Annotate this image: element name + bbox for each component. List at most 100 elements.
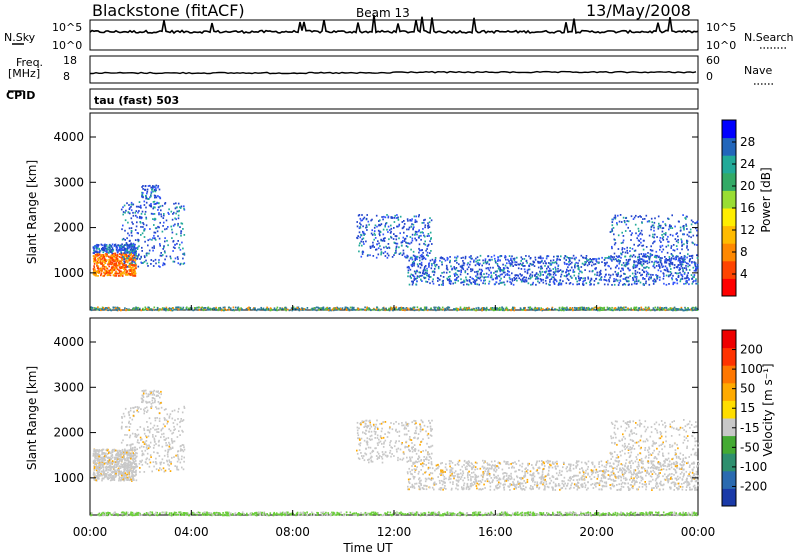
echo-cell — [598, 278, 601, 281]
echo-cell — [659, 248, 661, 251]
echo-cell — [100, 258, 102, 261]
echo-cell — [127, 221, 129, 224]
echo-cell — [658, 309, 661, 312]
echo-cell — [430, 250, 432, 252]
echo-cell — [95, 271, 98, 273]
echo-cell — [480, 268, 483, 271]
echo-cell — [670, 225, 672, 228]
echo-cell — [132, 468, 135, 471]
echo-cell — [620, 221, 623, 223]
echo-cell — [114, 252, 117, 255]
echo-cell — [613, 278, 615, 280]
echo-cell — [515, 277, 518, 279]
echo-cell — [545, 275, 548, 278]
echo-cell — [101, 479, 103, 482]
echo-cell — [502, 307, 505, 310]
echo-cell — [523, 307, 525, 310]
echo-cell — [409, 268, 412, 271]
echo-cell — [696, 257, 699, 259]
echo-cell — [687, 307, 689, 309]
echo-cell — [664, 309, 667, 312]
echo-cell — [497, 307, 500, 310]
echo-cell — [412, 223, 415, 226]
echo-cell — [115, 475, 117, 478]
echo-cell — [647, 255, 650, 258]
echo-cell — [621, 267, 623, 270]
echo-cell — [416, 233, 418, 236]
echo-cell — [579, 277, 581, 280]
echo-cell — [400, 308, 402, 310]
echo-cell — [158, 417, 161, 420]
echo-cell — [121, 477, 123, 480]
echo-cell — [599, 306, 602, 309]
echo-cell — [108, 271, 110, 274]
echo-cell — [640, 308, 643, 311]
echo-cell — [639, 238, 642, 240]
echo-cell — [407, 271, 410, 274]
echo-cell — [695, 269, 697, 272]
echo-cell — [567, 270, 570, 272]
echo-cell — [386, 309, 389, 311]
echo-cell — [634, 249, 637, 252]
echo-cell — [668, 228, 670, 231]
echo-cell — [171, 309, 174, 312]
echo-cell — [152, 185, 154, 187]
echo-cell — [603, 307, 605, 310]
echo-cell — [128, 204, 130, 206]
echo-cell — [445, 267, 448, 270]
echo-cell — [158, 206, 160, 209]
echo-cell — [168, 307, 171, 310]
echo-cell — [418, 249, 421, 252]
echo-cell — [620, 309, 622, 311]
echo-cell — [475, 260, 477, 263]
echo-cell — [406, 228, 408, 231]
echo-cell — [131, 273, 133, 275]
echo-cell — [152, 265, 155, 267]
echo-cell — [121, 253, 124, 256]
echo-cell — [673, 306, 676, 309]
echo-cell — [128, 436, 131, 439]
echo-cell — [313, 307, 315, 310]
echo-cell — [686, 241, 688, 244]
echo-cell — [617, 307, 620, 310]
echo-cell — [132, 308, 135, 311]
echo-cell — [217, 307, 220, 309]
echo-cell — [134, 406, 137, 408]
echo-cell — [119, 273, 122, 275]
echo-cell — [640, 229, 643, 232]
echo-cell — [574, 309, 577, 311]
echo-cell — [563, 261, 566, 264]
echo-cell — [569, 269, 572, 272]
echo-cell — [684, 271, 686, 274]
echo-cell — [167, 211, 169, 214]
echo-cell — [559, 279, 562, 281]
echo-cell — [629, 269, 631, 271]
echo-cell — [381, 216, 383, 218]
echo-cell — [382, 233, 385, 236]
echo-cell — [505, 308, 508, 311]
echo-cell — [101, 460, 104, 462]
echo-cell — [377, 247, 380, 250]
echo-cell — [387, 243, 390, 245]
echo-cell — [138, 210, 140, 212]
echo-cell — [111, 460, 114, 462]
echo-cell — [115, 474, 118, 477]
echo-cell — [403, 223, 406, 225]
echo-cell — [124, 461, 126, 464]
echo-cell — [554, 270, 557, 273]
echo-cell — [147, 185, 150, 187]
echo-cell — [524, 279, 526, 281]
echo-cell — [141, 246, 143, 249]
echo-cell — [95, 307, 98, 310]
echo-cell — [608, 273, 610, 276]
echo-cell — [613, 307, 616, 310]
echo-cell — [601, 256, 603, 259]
echo-cell — [648, 220, 651, 223]
echo-cell — [96, 472, 99, 475]
echo-cell — [154, 217, 156, 220]
echo-cell — [182, 263, 185, 265]
echo-cell — [538, 307, 540, 310]
echo-cell — [676, 279, 678, 281]
echo-cell — [372, 241, 374, 244]
echo-cell — [130, 443, 133, 446]
